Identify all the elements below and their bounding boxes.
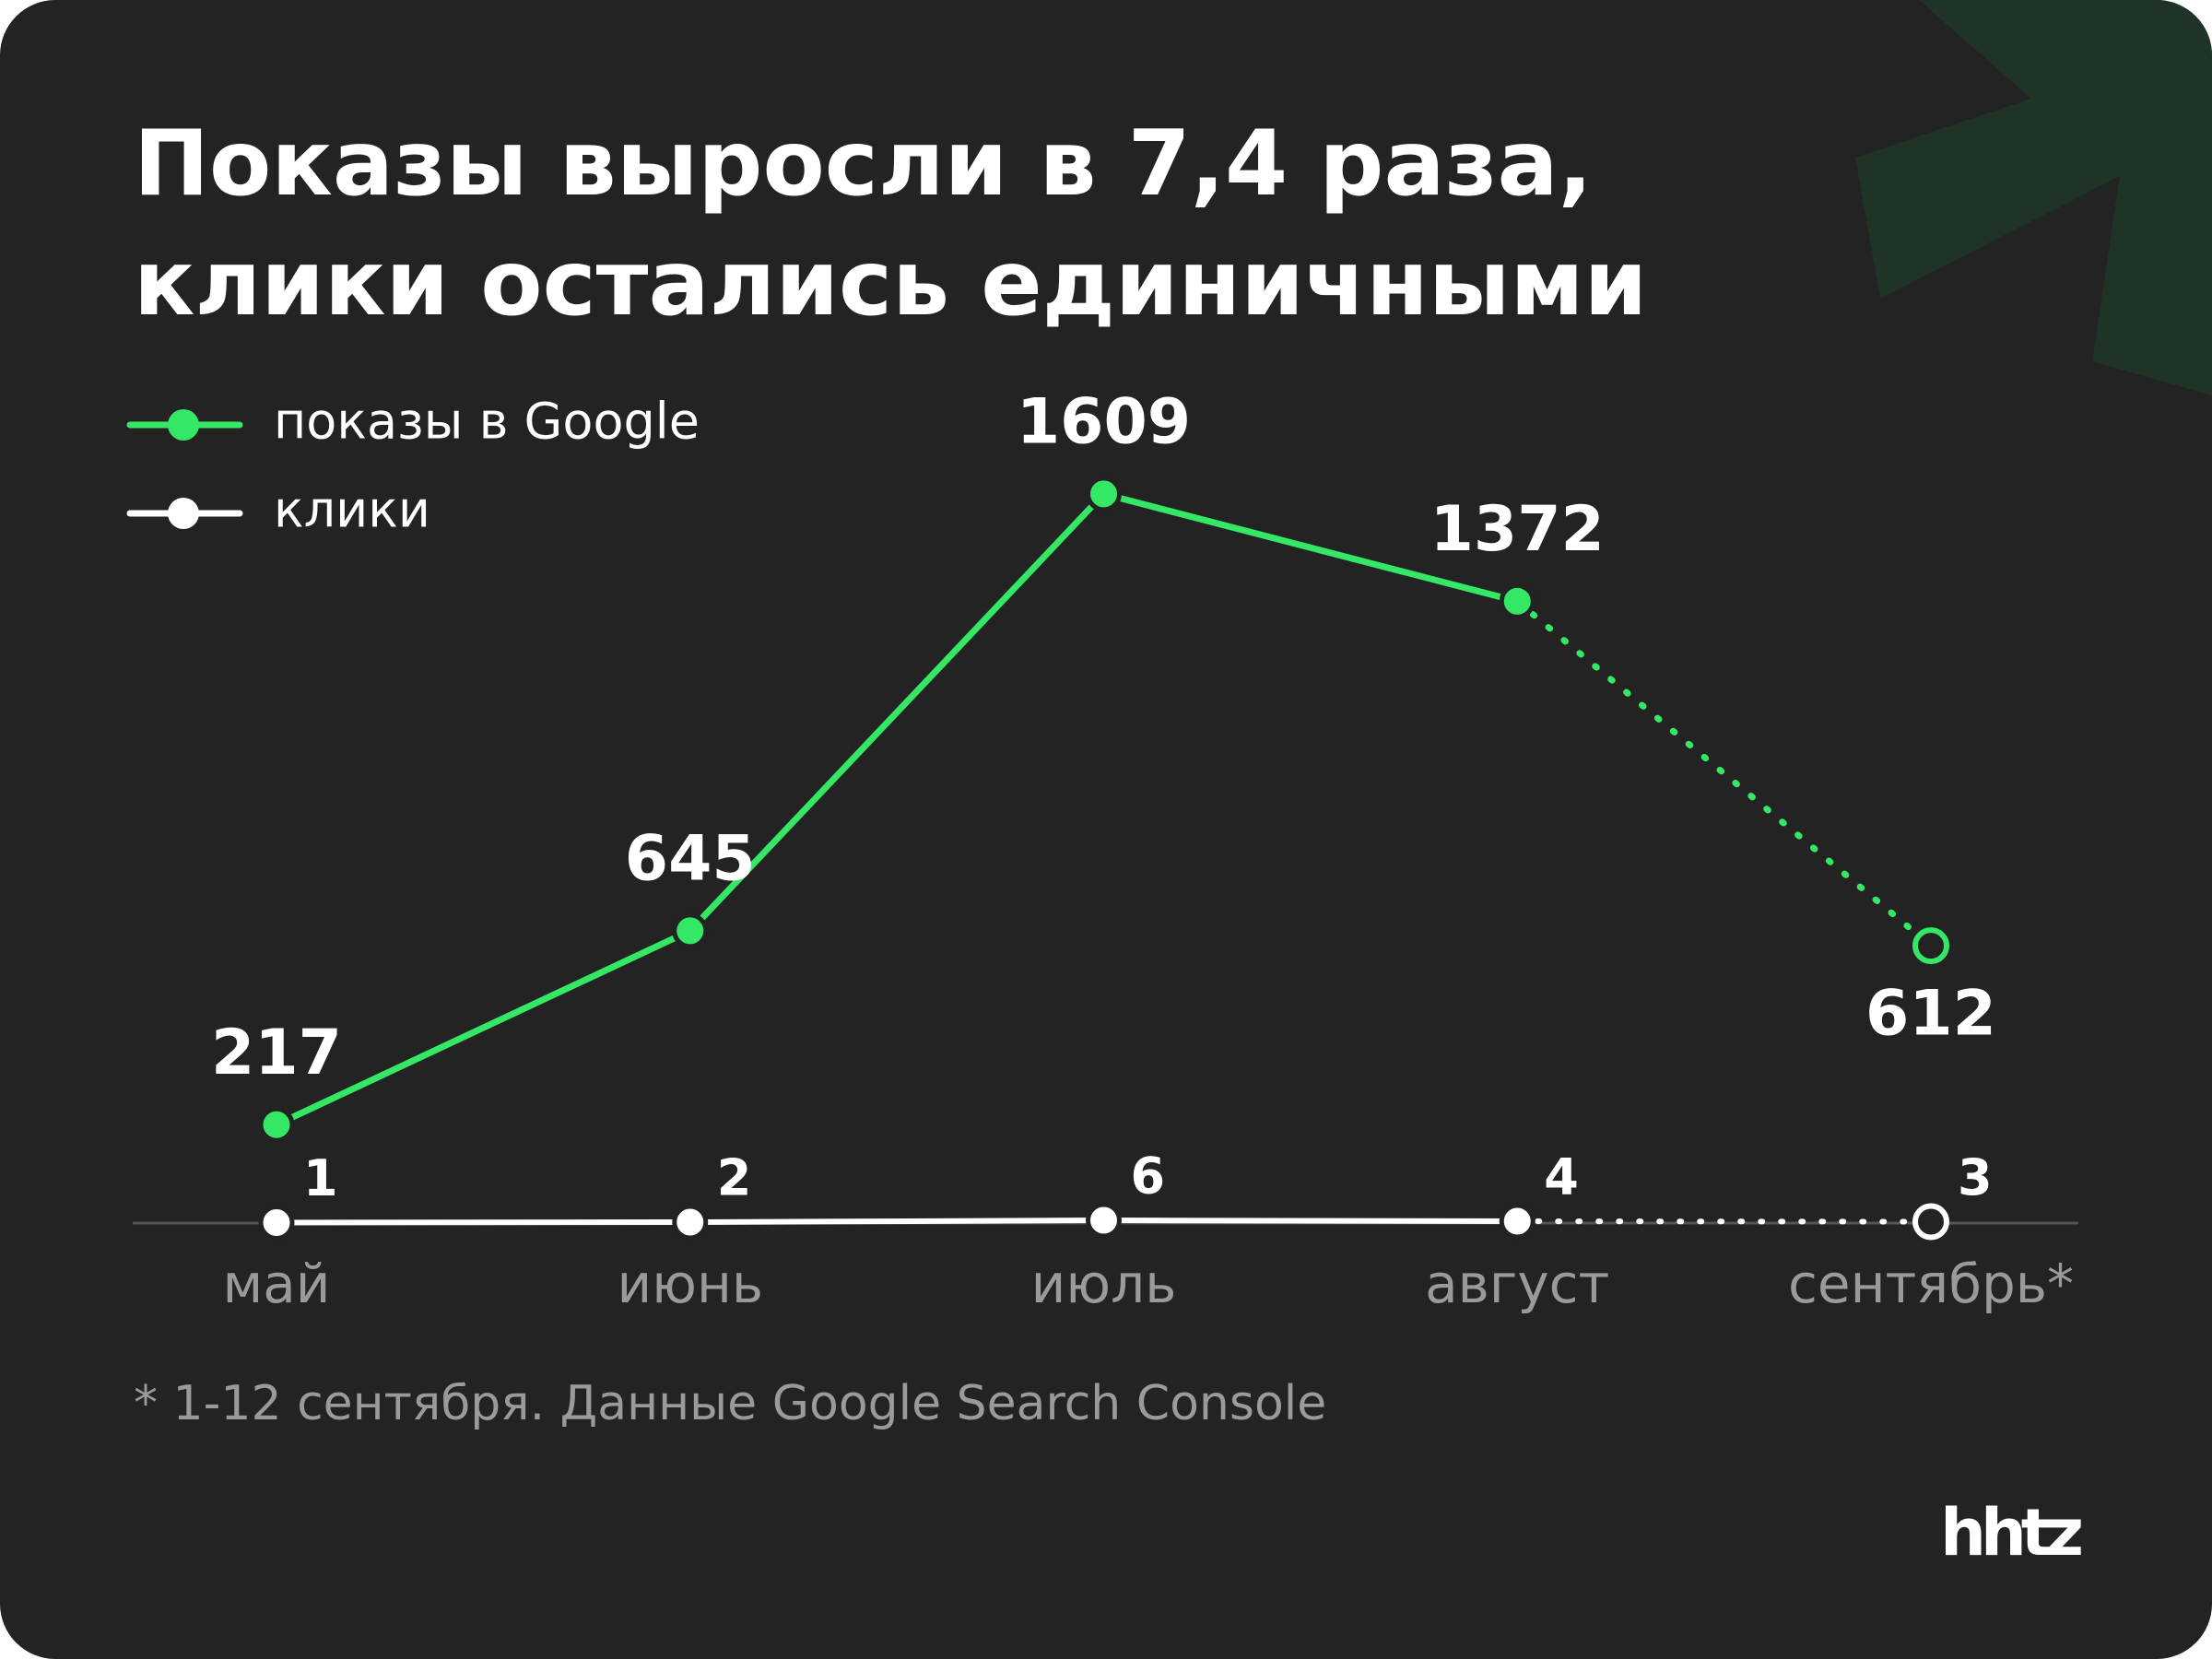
chart-title: Показы выросли в 7,4 раза, <box>134 112 1593 217</box>
value-label: 1 <box>303 1149 338 1207</box>
value-label: 1372 <box>1430 493 1605 566</box>
value-label: 2 <box>717 1149 752 1207</box>
point <box>258 1205 295 1241</box>
point <box>1086 476 1122 512</box>
point <box>1499 1203 1535 1240</box>
chart-title: клики остались единичными <box>134 231 1647 336</box>
point <box>258 1106 295 1143</box>
point <box>1912 1203 1949 1241</box>
value-label: 612 <box>1865 978 1996 1051</box>
logo: hhtz <box>1940 1495 2081 1571</box>
value-label: 6 <box>1131 1147 1166 1206</box>
value-label: 3 <box>1958 1148 1993 1206</box>
point <box>1086 1202 1122 1239</box>
x-tick-label: июнь <box>617 1253 763 1315</box>
value-label: 1609 <box>1017 385 1191 458</box>
legend-marker <box>168 498 199 529</box>
value-label: 4 <box>1544 1148 1579 1206</box>
value-label: 645 <box>625 822 756 895</box>
x-tick-label: сентябрь* <box>1788 1253 2074 1315</box>
legend-label: показы в Google <box>274 393 700 451</box>
plot: май июнь июль август сентябрь* показы в Googl… <box>126 385 2078 1315</box>
line <box>274 1218 1521 1226</box>
x-tick-label: июль <box>1031 1253 1177 1315</box>
point <box>1912 927 1949 965</box>
line-dashed <box>1513 597 1935 949</box>
footnote: * 1-12 сентября. Данные Google Search Co… <box>134 1376 1326 1431</box>
x-tick-label: август <box>1425 1253 1609 1315</box>
point <box>672 912 709 949</box>
point <box>1499 582 1535 619</box>
x-tick-label: май <box>223 1253 331 1315</box>
legend-label: клики <box>274 481 430 539</box>
point <box>672 1204 709 1241</box>
value-label: 217 <box>211 1017 342 1089</box>
line <box>273 490 1521 1128</box>
arrow-decoration <box>1855 0 2212 395</box>
legend-marker <box>168 409 199 441</box>
